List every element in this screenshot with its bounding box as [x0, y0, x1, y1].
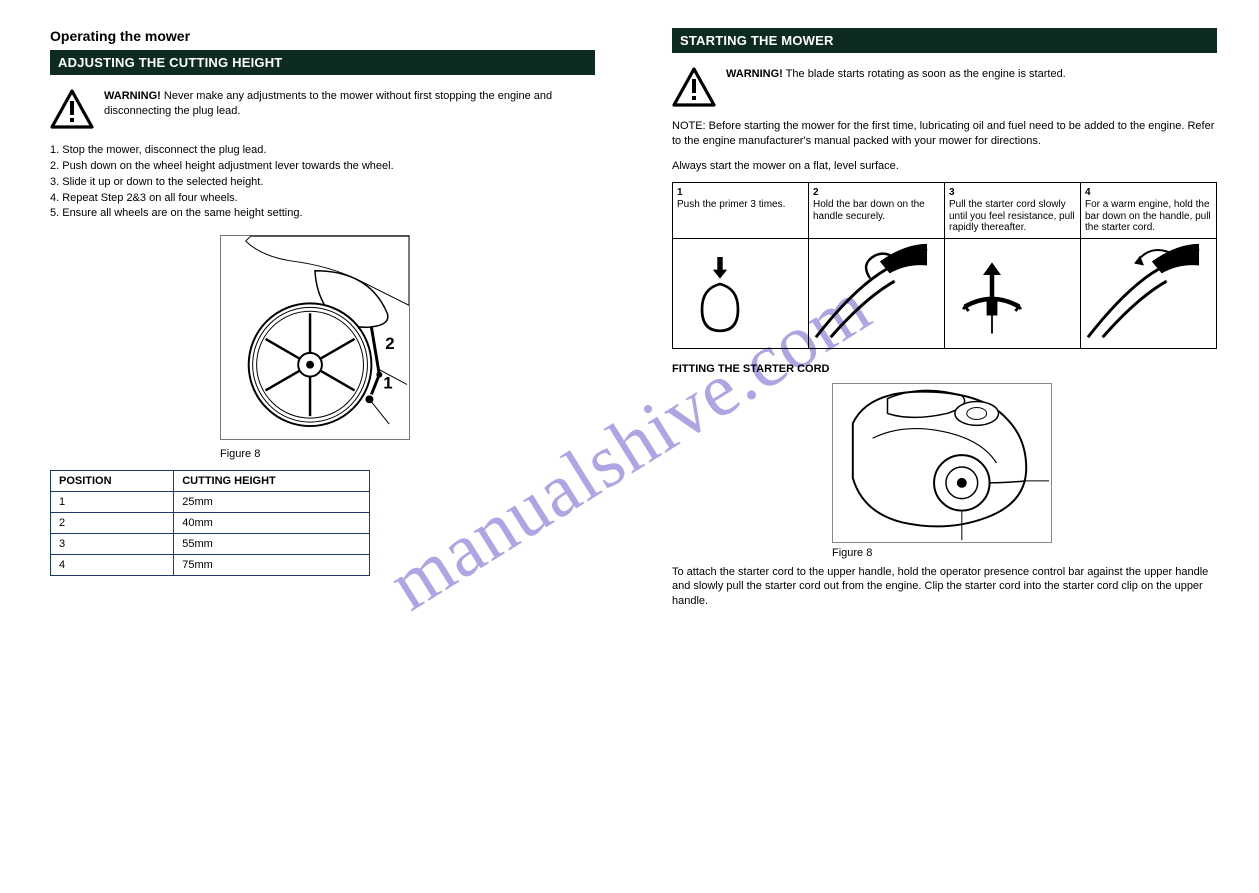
start-table-pics [673, 238, 1217, 348]
cell: 25mm [174, 492, 370, 513]
warning-block-right: WARNING! The blade starts rotating as so… [672, 67, 1217, 107]
pre-heading: Operating the mower [50, 28, 595, 44]
bar-hold-icon [809, 238, 945, 348]
col-height: CUTTING HEIGHT [174, 471, 370, 492]
table-row: 4 75mm [51, 555, 370, 576]
cell: 75mm [174, 555, 370, 576]
cell: 4 [51, 555, 174, 576]
step-text: For a warm engine, hold the bar down on … [1085, 199, 1211, 233]
fuel-note: NOTE: Before starting the mower for the … [672, 119, 1217, 149]
table-row: 1 25mm [51, 492, 370, 513]
start-table: 1 Push the primer 3 times. 2 Hold the ba… [672, 182, 1217, 349]
step-4: 4. Repeat Step 2&3 on all four wheels. [50, 191, 595, 206]
warning-body-right: The blade starts rotating as soon as the… [783, 68, 1066, 80]
warning-text: WARNING! Never make any adjustments to t… [104, 89, 595, 119]
start-step: 4 For a warm engine, hold the bar down o… [1081, 182, 1217, 238]
warning-body: Never make any adjustments to the mower … [104, 90, 552, 117]
starter-cord-heading: FITTING THE STARTER CORD [672, 363, 1217, 375]
figure-starter-label: Figure 8 [832, 547, 1217, 559]
step-num: 3 [949, 187, 1076, 199]
start-step: 2 Hold the bar down on the handle secure… [809, 182, 945, 238]
warning-block: WARNING! Never make any adjustments to t… [50, 89, 595, 129]
step-5: 5. Ensure all wheels are on the same hei… [50, 206, 595, 221]
left-column: Operating the mower ADJUSTING THE CUTTIN… [50, 28, 595, 576]
step-text: Hold the bar down on the handle securely… [813, 199, 925, 222]
section-bar-left: ADJUSTING THE CUTTING HEIGHT [50, 50, 595, 75]
step-text: Pull the starter cord slowly until you f… [949, 199, 1075, 233]
svg-text:2: 2 [385, 334, 394, 353]
warning-label-right: WARNING! [726, 68, 783, 80]
pull-cord-icon [945, 238, 1081, 348]
step-3: 3. Slide it up or down to the selected h… [50, 175, 595, 190]
cell: 40mm [174, 513, 370, 534]
step-num: 4 [1085, 187, 1212, 199]
table-row: POSITION CUTTING HEIGHT [51, 471, 370, 492]
cell: 2 [51, 513, 174, 534]
cell: 3 [51, 534, 174, 555]
start-table-head: 1 Push the primer 3 times. 2 Hold the ba… [673, 182, 1217, 238]
start-step: 3 Pull the starter cord slowly until you… [945, 182, 1081, 238]
right-column: STARTING THE MOWER WARNING! The blade st… [672, 28, 1217, 609]
primer-icon [673, 238, 809, 348]
figure-starter [832, 383, 1052, 543]
table-row: 3 55mm [51, 534, 370, 555]
figure-wheel-label: Figure 8 [220, 448, 595, 460]
step-2: 2. Push down on the wheel height adjustm… [50, 159, 595, 174]
start-step: 1 Push the primer 3 times. [673, 182, 809, 238]
warning-label: WARNING! [104, 90, 161, 102]
step-num: 2 [813, 187, 940, 199]
figure-wheel: 2 1 [220, 235, 410, 440]
cell: 1 [51, 492, 174, 513]
step-text: Push the primer 3 times. [677, 199, 785, 210]
col-position: POSITION [51, 471, 174, 492]
page: { "watermark": "manualshive.com", "left"… [0, 0, 1259, 893]
warning-text-right: WARNING! The blade starts rotating as so… [726, 67, 1066, 82]
table-row: 2 40mm [51, 513, 370, 534]
step-1: 1. Stop the mower, disconnect the plug l… [50, 143, 595, 158]
warning-icon [50, 89, 94, 129]
warning-icon [672, 67, 716, 107]
adjust-steps: 1. Stop the mower, disconnect the plug l… [50, 143, 595, 221]
starter-cord-text: To attach the starter cord to the upper … [672, 565, 1217, 610]
start-note: Always start the mower on a flat, level … [672, 159, 1217, 174]
section-bar-right: STARTING THE MOWER [672, 28, 1217, 53]
step-num: 1 [677, 187, 804, 199]
cell: 55mm [174, 534, 370, 555]
bar-pull-icon [1081, 238, 1217, 348]
height-table: POSITION CUTTING HEIGHT 1 25mm 2 40mm 3 … [50, 470, 370, 576]
